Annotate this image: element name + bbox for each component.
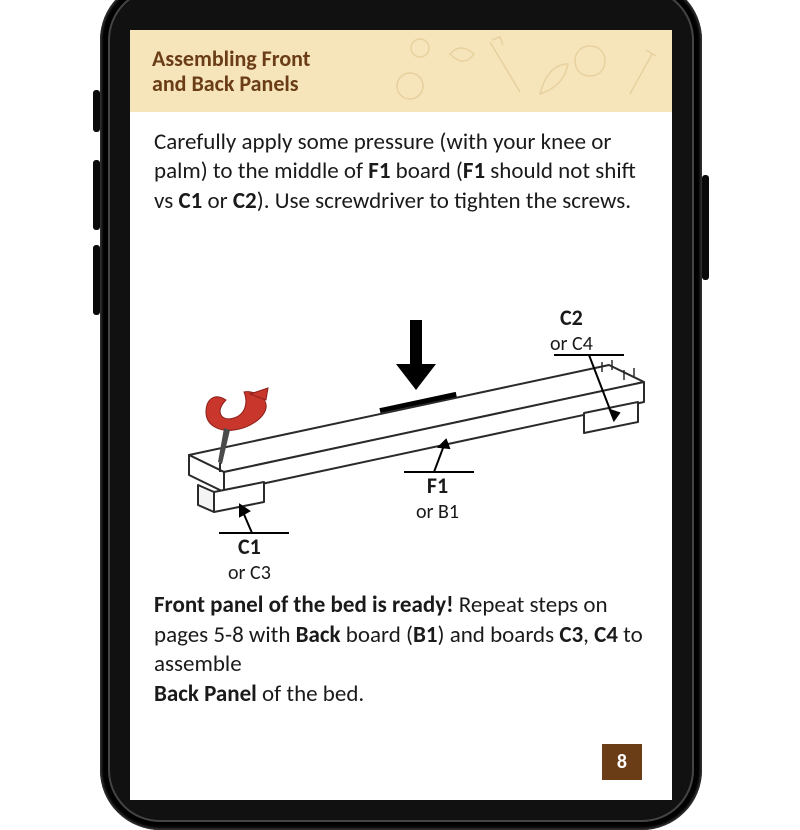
label-top: F1 bbox=[427, 472, 448, 499]
phone-side-button bbox=[93, 245, 100, 315]
text: board ( bbox=[341, 621, 413, 649]
text-bold: C1 bbox=[178, 187, 202, 215]
content-area: Carefully apply some pressure (with your… bbox=[130, 112, 672, 719]
text-bold: Front panel of the bed is ready! bbox=[154, 591, 454, 619]
text: of the bed. bbox=[257, 680, 364, 708]
label-bottom: or C4 bbox=[550, 332, 593, 356]
completion-paragraph: Front panel of the bed is ready! Repeat … bbox=[154, 591, 648, 709]
label-bottom: or C3 bbox=[228, 561, 271, 585]
instruction-paragraph: Carefully apply some pressure (with your… bbox=[154, 128, 648, 216]
text: or bbox=[202, 187, 233, 215]
label-top: C2 bbox=[560, 304, 583, 331]
text: ) and boards bbox=[438, 621, 560, 649]
label-bottom: or B1 bbox=[416, 500, 459, 524]
phone-side-button bbox=[93, 90, 100, 132]
page-number-badge: 8 bbox=[602, 744, 642, 780]
decorative-doodles bbox=[380, 34, 670, 112]
title-line: Assembling Front bbox=[152, 45, 310, 72]
label-c2: C2 or C4 bbox=[550, 306, 593, 354]
text-bold: Back Panel bbox=[154, 680, 257, 708]
text: , bbox=[583, 621, 594, 649]
page-number: 8 bbox=[617, 750, 627, 774]
text-bold: C4 bbox=[594, 621, 618, 649]
text-bold: F1 bbox=[368, 157, 390, 185]
label-f1: F1 or B1 bbox=[416, 474, 459, 522]
phone-side-button bbox=[93, 160, 100, 230]
phone-side-button bbox=[702, 175, 709, 280]
text-bold: B1 bbox=[413, 621, 438, 649]
page-screen: Assembling Front and Back Panels Careful… bbox=[130, 30, 672, 800]
text: ). Use screwdriver to tighten the screws… bbox=[257, 187, 631, 215]
text-bold: C2 bbox=[233, 187, 257, 215]
section-title: Assembling Front and Back Panels bbox=[152, 46, 310, 97]
text: board ( bbox=[390, 157, 462, 185]
label-top: C1 bbox=[238, 533, 261, 560]
title-line: and Back Panels bbox=[152, 70, 299, 97]
text-bold: F1 bbox=[463, 157, 485, 185]
label-c1: C1 or C3 bbox=[228, 535, 271, 583]
text-bold: Back bbox=[296, 621, 341, 649]
assembly-diagram: C2 or C4 F1 or B1 C1 or C3 bbox=[154, 250, 648, 585]
header-band: Assembling Front and Back Panels bbox=[130, 30, 672, 112]
text-bold: C3 bbox=[559, 621, 583, 649]
